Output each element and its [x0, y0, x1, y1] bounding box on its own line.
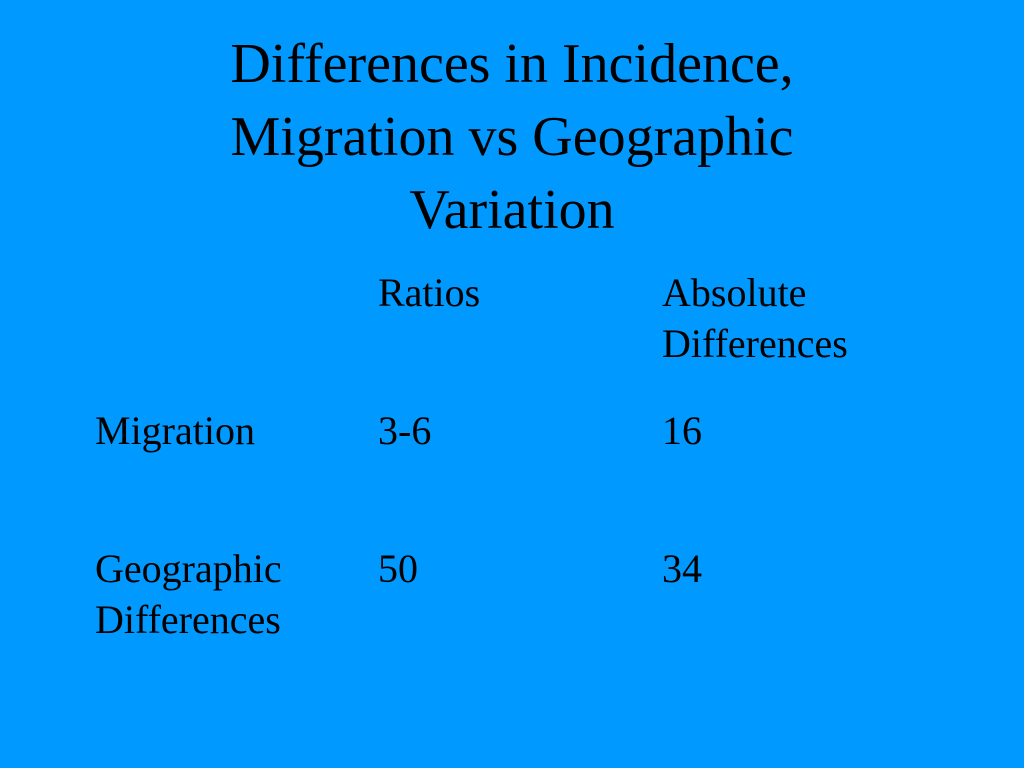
table-cell: 34	[662, 546, 702, 591]
column-header: Absolute Differences	[662, 270, 848, 366]
row-label: Migration	[95, 408, 255, 453]
table-cell: 16	[662, 408, 702, 453]
row-label: Geographic Differences	[95, 546, 282, 642]
column-header: Ratios	[378, 270, 481, 315]
slide-title: Differences in Incidence, Migration vs G…	[230, 33, 794, 241]
table-cell: 50	[378, 546, 418, 591]
table-cell: 3-6	[378, 408, 432, 453]
